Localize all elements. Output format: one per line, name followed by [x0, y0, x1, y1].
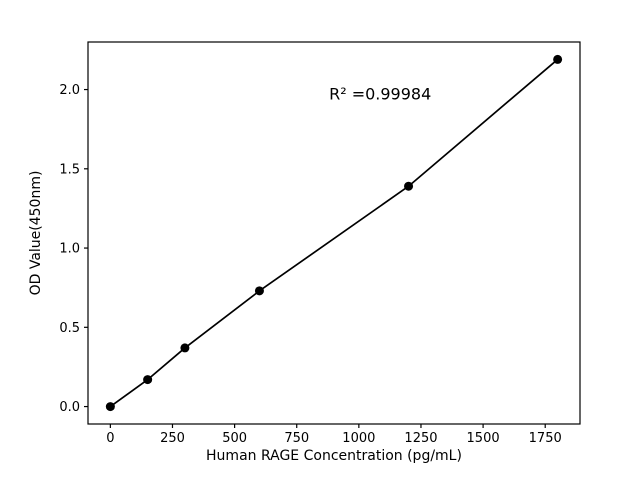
- x-tick-label: 500: [222, 431, 247, 446]
- data-point: [553, 54, 563, 64]
- x-tick-label: 1250: [404, 431, 437, 446]
- y-tick-label: 0.5: [59, 321, 80, 336]
- data-point: [404, 181, 414, 191]
- y-axis-label: OD Value(450nm): [28, 171, 44, 296]
- y-tick-label: 1.5: [59, 162, 80, 177]
- x-tick-label: 750: [284, 431, 309, 446]
- data-point: [254, 286, 264, 296]
- y-tick-label: 0.0: [59, 400, 80, 415]
- axes-box: [87, 41, 581, 425]
- data-point: [180, 343, 190, 353]
- y-tick-label: 1.0: [59, 242, 80, 257]
- x-tick-label: 0: [106, 431, 114, 446]
- r-squared-annotation: R² =0.99984: [329, 84, 431, 103]
- x-axis-label: Human RAGE Concentration (pg/mL): [206, 448, 462, 464]
- x-tick-label: 250: [160, 431, 185, 446]
- x-tick-label: 1750: [529, 431, 562, 446]
- y-tick-label: 2.0: [59, 83, 80, 98]
- fit-line: [109, 58, 559, 408]
- data-point: [105, 402, 115, 412]
- x-tick-label: 1000: [342, 431, 375, 446]
- x-tick-label: 1500: [467, 431, 500, 446]
- data-point: [143, 375, 153, 385]
